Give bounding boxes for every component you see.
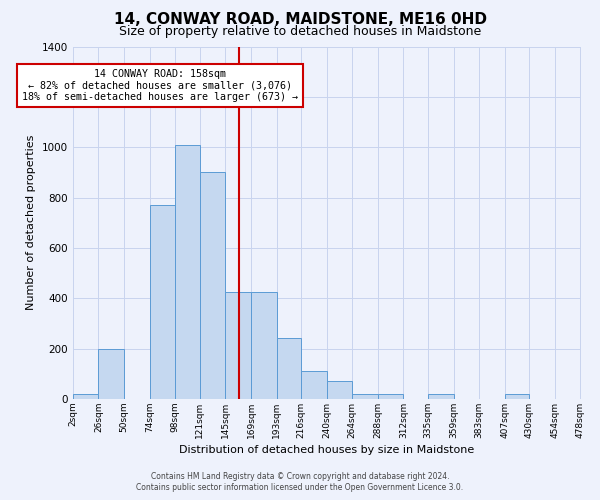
Y-axis label: Number of detached properties: Number of detached properties: [26, 135, 36, 310]
Bar: [277, 338, 301, 399]
Text: 14, CONWAY ROAD, MAIDSTONE, ME16 0HD: 14, CONWAY ROAD, MAIDSTONE, ME16 0HD: [113, 12, 487, 28]
Text: 14 CONWAY ROAD: 158sqm
← 82% of detached houses are smaller (3,076)
18% of semi-: 14 CONWAY ROAD: 158sqm ← 82% of detached…: [22, 69, 298, 102]
Bar: [352, 394, 378, 399]
X-axis label: Distribution of detached houses by size in Maidstone: Distribution of detached houses by size …: [179, 445, 475, 455]
Bar: [378, 394, 403, 399]
Bar: [428, 394, 454, 399]
Bar: [326, 382, 352, 399]
Bar: [149, 205, 175, 399]
Bar: [251, 292, 277, 399]
Bar: [175, 144, 200, 399]
Bar: [505, 394, 529, 399]
Bar: [98, 348, 124, 399]
Text: Contains HM Land Registry data © Crown copyright and database right 2024.
Contai: Contains HM Land Registry data © Crown c…: [136, 472, 464, 492]
Bar: [301, 371, 326, 399]
Bar: [73, 394, 98, 399]
Bar: [226, 292, 251, 399]
Text: Size of property relative to detached houses in Maidstone: Size of property relative to detached ho…: [119, 25, 481, 38]
Bar: [200, 172, 226, 399]
